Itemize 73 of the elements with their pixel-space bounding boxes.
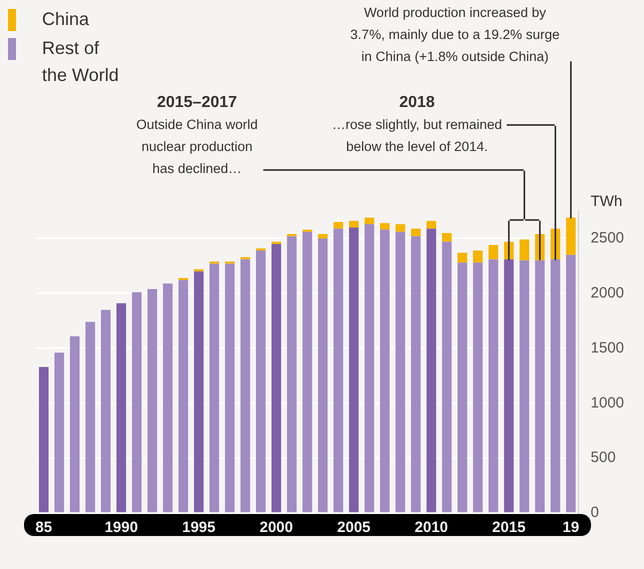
bar <box>442 242 452 512</box>
text: …rose slightly, but remained below the level of 2014. <box>330 116 504 156</box>
bar <box>287 236 297 512</box>
bar <box>256 248 266 251</box>
bar <box>116 303 126 512</box>
bar <box>240 259 250 512</box>
y-tick-label: 500 <box>590 449 616 466</box>
text: Outside China world nuclear production has declined… <box>135 116 259 178</box>
bar <box>194 271 204 512</box>
text: 2015–2017 <box>156 93 238 113</box>
bar <box>364 218 374 224</box>
bar <box>318 234 328 238</box>
x-tick-label: 2010 <box>414 519 448 536</box>
y-axis-title: TWh <box>590 193 622 210</box>
bar <box>224 264 235 512</box>
bar <box>318 238 328 512</box>
bar <box>349 227 359 512</box>
bar <box>488 245 498 260</box>
y-tick-label: 1500 <box>590 339 624 356</box>
bar <box>566 218 576 255</box>
bar <box>85 322 96 512</box>
bar <box>334 228 344 512</box>
bar <box>70 336 80 512</box>
x-tick-label: 2005 <box>337 519 371 536</box>
x-tick-label: 1990 <box>104 519 138 536</box>
bar <box>100 310 111 512</box>
bar <box>380 223 390 230</box>
bar <box>566 254 576 512</box>
bar <box>488 259 498 512</box>
bar <box>364 224 374 512</box>
bar <box>473 262 483 512</box>
bar <box>178 278 188 280</box>
bar <box>426 228 436 512</box>
bar <box>380 230 390 512</box>
bar <box>272 244 282 512</box>
x-tick-label: 2000 <box>260 519 293 536</box>
legend-label: China <box>42 8 90 31</box>
text: 2018 <box>398 93 436 113</box>
text: World production increased by 3.7%, mainly due to a 19.2% surge in China (+1.8% outside China) <box>349 4 561 66</box>
bar <box>209 264 220 512</box>
bar <box>349 220 359 228</box>
bar <box>535 260 545 512</box>
bar <box>504 259 514 512</box>
bar <box>38 366 49 512</box>
bar <box>334 222 344 229</box>
y-tick-label: 2500 <box>590 230 624 247</box>
x-tick-label: 2015 <box>492 519 526 536</box>
bar <box>54 352 64 512</box>
bar <box>396 232 406 512</box>
x-tick-label: 85 <box>35 519 52 536</box>
bar <box>520 240 530 260</box>
bar <box>550 259 560 512</box>
legend-label: Rest of the World <box>42 37 120 87</box>
bar <box>132 292 142 512</box>
y-tick-label: 1000 <box>590 394 624 412</box>
bar <box>473 250 483 263</box>
bar <box>520 260 530 512</box>
bar <box>426 220 436 229</box>
y-tick-label: 0 <box>590 504 599 522</box>
bar <box>178 280 188 512</box>
bar <box>396 224 406 232</box>
x-tick-label: 1995 <box>182 519 216 536</box>
bar <box>256 250 266 512</box>
bar <box>162 283 173 512</box>
bar <box>442 232 452 242</box>
bar <box>147 288 158 512</box>
bar <box>458 262 468 512</box>
bar <box>411 228 421 236</box>
y-tick-label: 2000 <box>590 284 624 302</box>
x-tick-label: 19 <box>562 519 580 536</box>
bar <box>458 252 468 263</box>
bar <box>411 236 421 512</box>
bar <box>302 232 312 512</box>
